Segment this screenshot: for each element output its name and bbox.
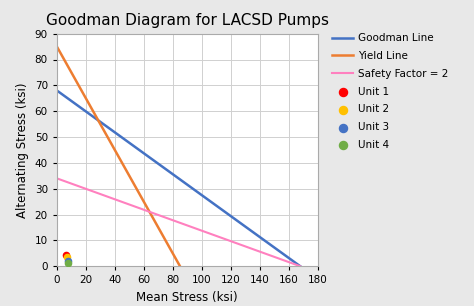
Unit 4: [64, 261, 72, 266]
Unit 1: [63, 252, 70, 257]
X-axis label: Mean Stress (ksi): Mean Stress (ksi): [137, 291, 238, 304]
Unit 3: [64, 258, 72, 263]
Unit 2: [63, 255, 71, 259]
Y-axis label: Alternating Stress (ksi): Alternating Stress (ksi): [16, 82, 29, 218]
Title: Goodman Diagram for LACSD Pumps: Goodman Diagram for LACSD Pumps: [46, 13, 329, 28]
Legend: Goodman Line, Yield Line, Safety Factor = 2, Unit 1, Unit 2, Unit 3, Unit 4: Goodman Line, Yield Line, Safety Factor …: [328, 29, 453, 154]
